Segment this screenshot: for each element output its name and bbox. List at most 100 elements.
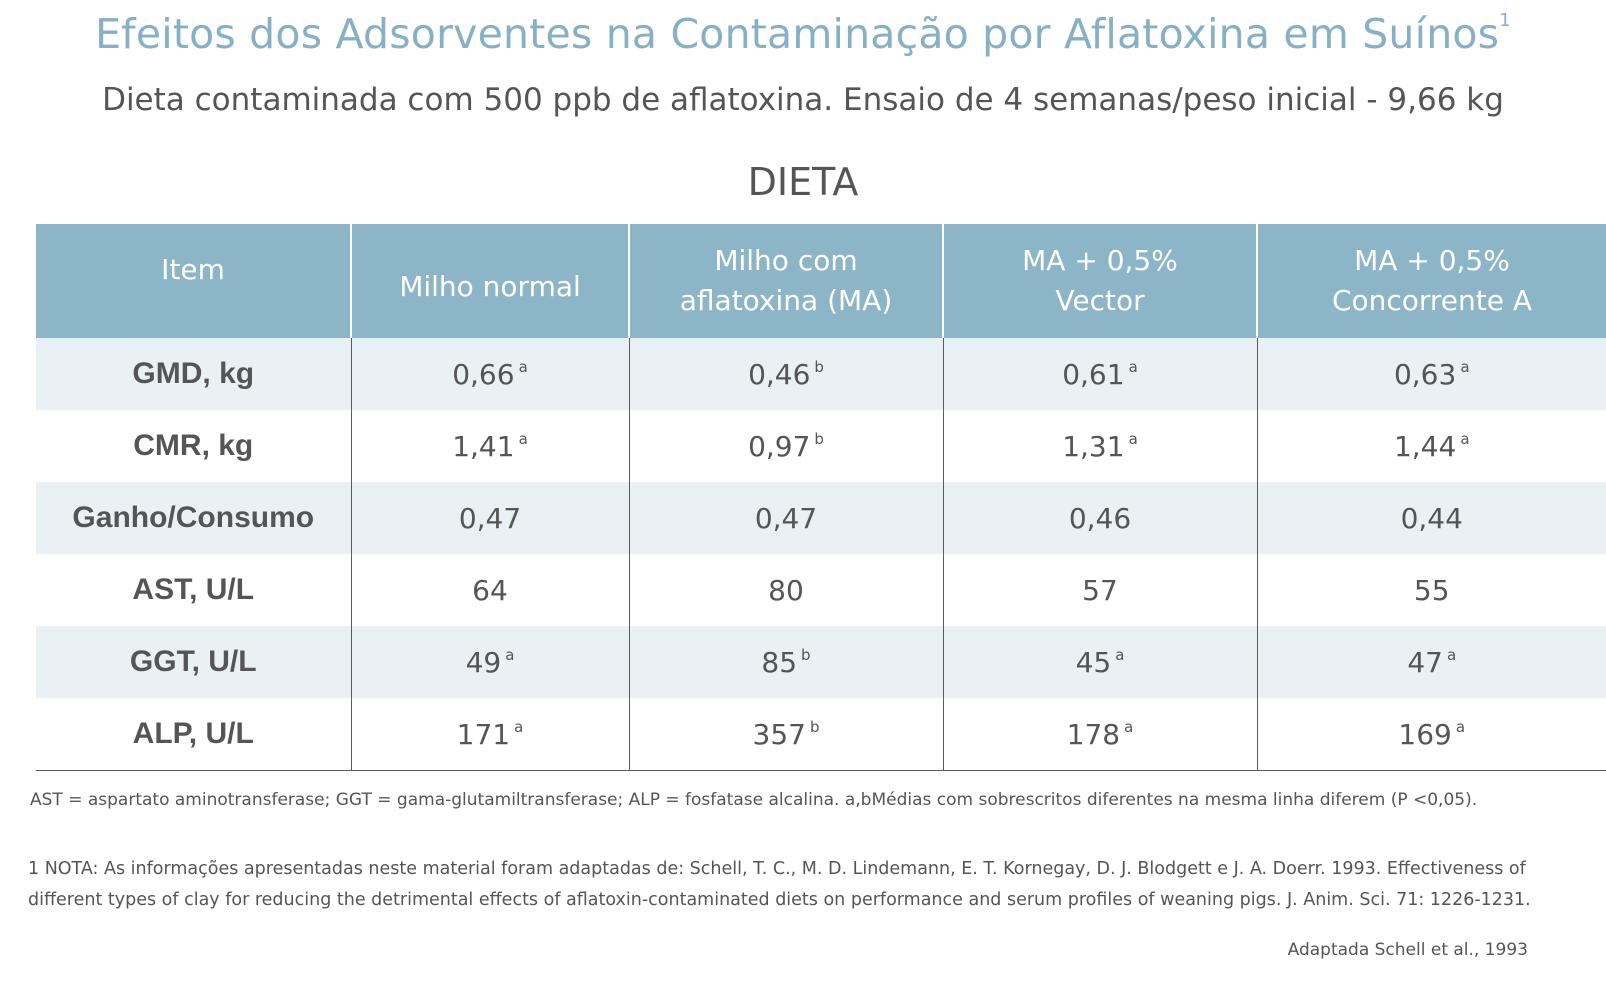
- table-cell: 0,46: [942, 482, 1257, 554]
- cell-value: 0,47: [458, 501, 522, 535]
- table-cell: 0,97 b: [628, 410, 943, 482]
- row-label: Ganho/Consumo: [36, 482, 351, 554]
- title-footnote-marker: 1: [1499, 10, 1511, 31]
- cell-value: 1,31: [1062, 429, 1125, 463]
- table-row: AST, U/L 64 80 57 55: [36, 554, 1606, 626]
- significance-superscript: a: [1124, 717, 1134, 736]
- significance-superscript: a: [505, 645, 515, 664]
- cell-value: 64: [472, 573, 508, 607]
- cell-value: 85: [761, 645, 798, 679]
- cell-value: 57: [1082, 573, 1118, 607]
- cell-value: 0,47: [754, 501, 818, 535]
- significance-superscript: a: [518, 357, 528, 376]
- table-cell: 357 b: [628, 698, 943, 771]
- table-cell: 178 a: [942, 698, 1257, 771]
- table-cell: 49 a: [350, 626, 629, 698]
- significance-superscript: b: [801, 645, 811, 664]
- cell-value: 55: [1413, 573, 1450, 607]
- table-cell: 0,47: [350, 482, 629, 554]
- column-header-line: Concorrente A: [1331, 284, 1533, 317]
- table-header-row: Item Milho normal Milho com aflatoxina (MA)…: [36, 224, 1606, 338]
- cell-value: 169: [1398, 717, 1452, 751]
- table-cell: 0,66 a: [350, 338, 629, 410]
- row-label: GGT, U/L: [36, 626, 351, 698]
- table-cell: 64: [350, 554, 629, 626]
- column-header-4: MA + 0,5% Concorrente A: [1256, 224, 1606, 338]
- cell-value: 1,41: [452, 429, 515, 463]
- title-text: Efeitos dos Adsorventes na Contaminação …: [95, 10, 1500, 58]
- column-header-line: aflatoxina (MA): [679, 284, 893, 317]
- significance-superscript: b: [814, 429, 824, 448]
- cell-value: 0,46: [748, 357, 811, 391]
- page-title: Efeitos dos Adsorventes na Contaminação …: [0, 10, 1606, 58]
- significance-superscript: a: [1455, 717, 1466, 736]
- table-cell: 0,44: [1256, 482, 1606, 554]
- cell-value: 0,97: [748, 429, 811, 463]
- cell-value: 357: [752, 717, 806, 751]
- cell-value: 0,63: [1393, 357, 1457, 391]
- row-label: ALP, U/L: [36, 698, 351, 771]
- table-cell: 169 a: [1256, 698, 1606, 771]
- table-row: CMR, kg 1,41 a 0,97 b 1,31 a 1,44 a: [36, 410, 1606, 482]
- table-cell: 47 a: [1256, 626, 1606, 698]
- row-label: CMR, kg: [36, 410, 351, 482]
- cell-value: 49: [465, 645, 502, 679]
- significance-superscript: b: [814, 357, 824, 376]
- significance-superscript: a: [1460, 429, 1470, 448]
- table-cell: 1,41 a: [350, 410, 629, 482]
- cell-value: 178: [1066, 717, 1121, 751]
- significance-superscript: a: [1128, 429, 1138, 448]
- column-header-0: Item: [36, 224, 351, 338]
- column-header-line: Milho normal: [399, 270, 581, 303]
- cell-value: 171: [456, 717, 511, 751]
- table-caption: DIETA: [747, 160, 859, 204]
- table-row: Ganho/Consumo 0,47 0,47 0,46 0,44: [36, 482, 1606, 554]
- cell-value: 47: [1407, 645, 1443, 679]
- column-header-line: MA + 0,5%: [1354, 244, 1510, 277]
- table-cell: 1,44 a: [1256, 410, 1606, 482]
- significance-superscript: b: [809, 717, 820, 736]
- table-cell: 171 a: [350, 698, 629, 771]
- cell-value: 0,66: [452, 357, 515, 391]
- table-cell: 0,61 a: [942, 338, 1257, 410]
- significance-superscript: a: [1460, 357, 1470, 376]
- source-note: 1 NOTA: As informações apresentadas nest…: [28, 859, 1531, 910]
- significance-superscript: a: [1115, 645, 1125, 664]
- table-cell: 45 a: [942, 626, 1257, 698]
- significance-superscript: a: [1128, 357, 1138, 376]
- source-credit: Adaptada Schell et al., 1993: [1287, 940, 1528, 960]
- table-body: GMD, kg 0,66 a 0,46 b 0,61 a 0,63 a CMR, kg 1,41 a 0…: [36, 338, 1606, 771]
- table-cell: 55: [1256, 554, 1606, 626]
- cell-value: 1,44: [1393, 429, 1457, 463]
- cell-value: 0,46: [1068, 501, 1132, 535]
- column-header-line: MA + 0,5%: [1022, 244, 1178, 277]
- table-cell: 1,31 a: [942, 410, 1257, 482]
- column-header-line: Vector: [1055, 284, 1145, 317]
- page-subtitle: Dieta contaminada com 500 ppb de aflatox…: [102, 82, 1504, 118]
- significance-superscript: a: [1446, 645, 1457, 664]
- cell-value: 80: [768, 573, 804, 607]
- row-label: GMD, kg: [36, 338, 351, 410]
- table-cell: 0,46 b: [628, 338, 943, 410]
- table-row: GGT, U/L 49 a 85 b 45 a 47 a: [36, 626, 1606, 698]
- significance-superscript: a: [518, 429, 528, 448]
- cell-value: 0,44: [1400, 501, 1463, 535]
- cell-value: 45: [1075, 645, 1112, 679]
- table-cell: 80: [628, 554, 943, 626]
- significance-superscript: a: [514, 717, 524, 736]
- column-header-line: Milho com: [714, 244, 858, 277]
- table-cell: 0,63 a: [1256, 338, 1606, 410]
- column-header-line: Item: [161, 253, 225, 286]
- column-header-3: MA + 0,5% Vector: [942, 224, 1257, 338]
- column-header-1: Milho normal: [350, 224, 629, 338]
- results-table: Item Milho normal Milho com aflatoxina (MA)…: [36, 224, 1606, 771]
- table-row: ALP, U/L 171 a 357 b 178 a 169 a: [36, 698, 1606, 771]
- column-header-2: Milho com aflatoxina (MA): [628, 224, 943, 338]
- abbreviation-footnote: AST = aspartato aminotransferase; GGT = …: [30, 790, 1478, 810]
- table-cell: 85 b: [628, 626, 943, 698]
- row-label: AST, U/L: [36, 554, 351, 626]
- table-row: GMD, kg 0,66 a 0,46 b 0,61 a 0,63 a: [36, 338, 1606, 410]
- cell-value: 0,61: [1062, 357, 1125, 391]
- table-cell: 0,47: [628, 482, 943, 554]
- table-cell: 57: [942, 554, 1257, 626]
